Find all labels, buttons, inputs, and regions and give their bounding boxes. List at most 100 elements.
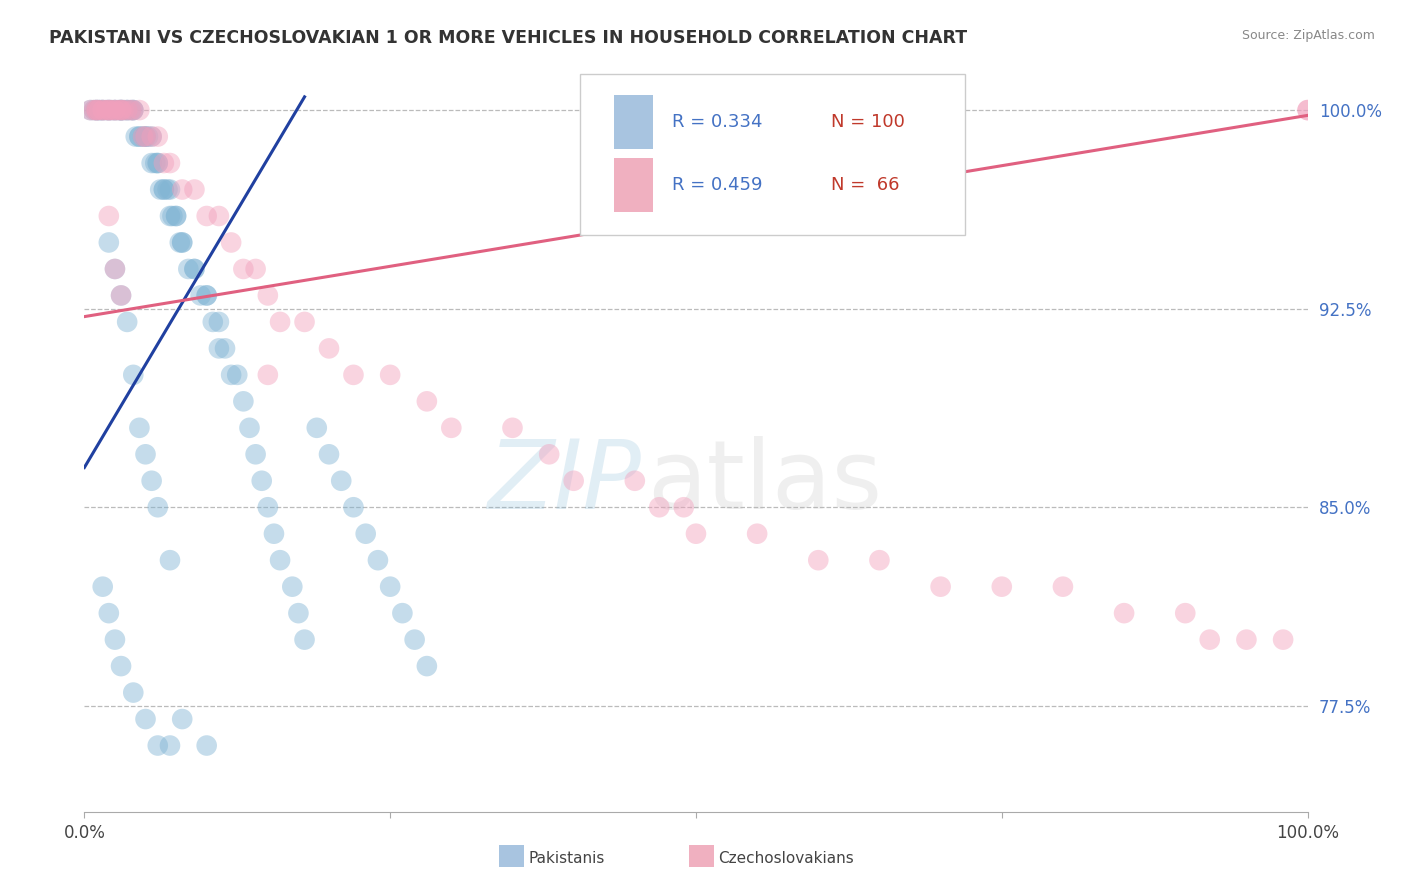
Point — [263, 526, 285, 541]
Point — [87, 103, 110, 117]
Point — [1296, 103, 1319, 117]
Point — [107, 103, 129, 117]
Point — [342, 368, 364, 382]
Point — [281, 580, 304, 594]
Point — [538, 447, 561, 461]
Point — [208, 315, 231, 329]
Point — [79, 103, 101, 117]
Point — [120, 103, 142, 117]
Point — [624, 474, 647, 488]
Point — [165, 209, 187, 223]
Point — [257, 288, 280, 302]
Point — [104, 103, 127, 117]
Point — [104, 103, 127, 117]
Point — [562, 474, 585, 488]
Point — [110, 103, 132, 117]
Point — [440, 421, 463, 435]
Point — [110, 103, 132, 117]
FancyBboxPatch shape — [579, 74, 965, 235]
Point — [135, 447, 157, 461]
Point — [97, 209, 120, 223]
Text: R = 0.459: R = 0.459 — [672, 177, 762, 194]
Text: Source: ZipAtlas.com: Source: ZipAtlas.com — [1241, 29, 1375, 43]
Point — [96, 103, 118, 117]
Point — [153, 156, 176, 170]
Point — [146, 739, 169, 753]
Point — [146, 500, 169, 515]
Point — [135, 712, 157, 726]
Point — [208, 342, 231, 356]
Point — [1296, 103, 1319, 117]
Point — [110, 103, 132, 117]
Point — [172, 182, 194, 196]
Point — [115, 315, 138, 329]
Point — [172, 712, 194, 726]
Point — [287, 606, 309, 620]
Bar — [614, 159, 654, 212]
Point — [1236, 632, 1258, 647]
Point — [165, 209, 187, 223]
Point — [128, 129, 150, 144]
Point — [89, 103, 111, 117]
Point — [87, 103, 110, 117]
Text: R = 0.334: R = 0.334 — [672, 112, 762, 130]
Text: PAKISTANI VS CZECHOSLOVAKIAN 1 OR MORE VEHICLES IN HOUSEHOLD CORRELATION CHART: PAKISTANI VS CZECHOSLOVAKIAN 1 OR MORE V… — [49, 29, 967, 47]
Point — [122, 103, 145, 117]
Point — [146, 156, 169, 170]
Point — [104, 103, 127, 117]
Point — [104, 632, 127, 647]
Text: Pakistanis: Pakistanis — [529, 851, 605, 865]
Point — [318, 342, 340, 356]
Point — [97, 235, 120, 250]
Point — [190, 288, 212, 302]
Point — [100, 103, 122, 117]
Point — [195, 739, 218, 753]
Point — [153, 182, 176, 196]
Point — [177, 262, 200, 277]
Point — [128, 421, 150, 435]
Point — [238, 421, 260, 435]
Point — [91, 580, 114, 594]
Point — [156, 182, 179, 196]
Point — [201, 315, 224, 329]
Point — [132, 129, 155, 144]
Point — [86, 103, 108, 117]
Point — [136, 129, 159, 144]
Point — [416, 659, 439, 673]
Point — [91, 103, 114, 117]
Point — [141, 474, 163, 488]
Text: ZIP: ZIP — [486, 435, 641, 529]
Point — [86, 103, 108, 117]
Point — [97, 606, 120, 620]
Point — [269, 315, 291, 329]
Point — [110, 103, 132, 117]
Point — [195, 288, 218, 302]
Point — [141, 156, 163, 170]
Point — [159, 553, 181, 567]
Point — [219, 235, 242, 250]
Text: atlas: atlas — [647, 435, 882, 529]
Point — [195, 288, 218, 302]
Point — [86, 103, 108, 117]
Point — [172, 235, 194, 250]
Point — [169, 235, 191, 250]
Point — [97, 103, 120, 117]
Point — [1052, 580, 1074, 594]
Point — [747, 526, 769, 541]
Point — [232, 262, 254, 277]
Point — [110, 103, 132, 117]
Point — [97, 103, 120, 117]
Point — [122, 103, 145, 117]
Point — [141, 129, 163, 144]
Point — [115, 103, 138, 117]
Point — [245, 262, 267, 277]
Point — [672, 500, 695, 515]
Point — [112, 103, 135, 117]
Point — [135, 129, 157, 144]
Point — [120, 103, 142, 117]
Point — [83, 103, 105, 117]
Point — [416, 394, 439, 409]
Point — [146, 129, 169, 144]
Point — [502, 421, 524, 435]
Point — [143, 156, 166, 170]
